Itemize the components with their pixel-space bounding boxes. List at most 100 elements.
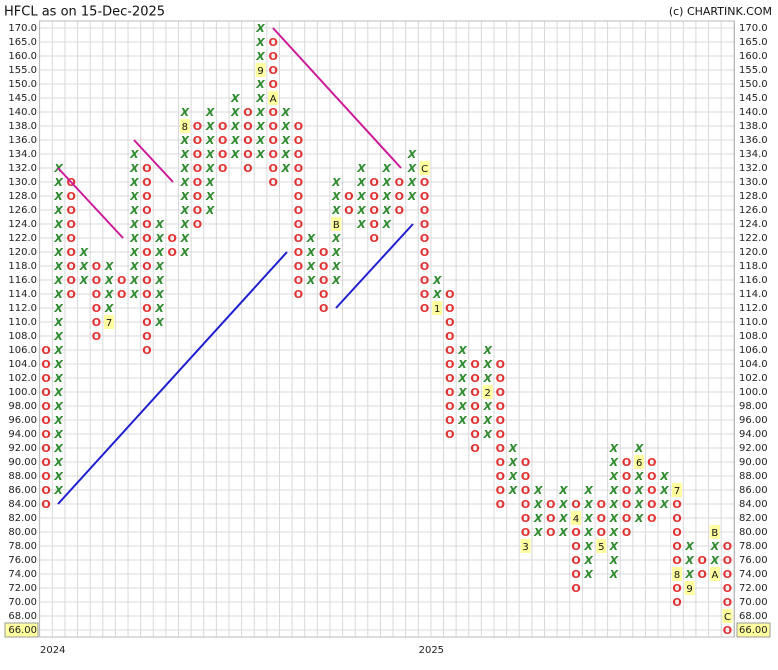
o-box: O	[218, 134, 227, 147]
o-box: O	[41, 428, 50, 441]
o-box: O	[193, 162, 202, 175]
o-box: O	[546, 526, 555, 539]
o-box: O	[142, 316, 151, 329]
o-box: O	[698, 554, 707, 567]
y2-tick-label: 126.0	[739, 205, 768, 216]
column: OO	[117, 274, 126, 301]
month-marker-box	[596, 539, 607, 553]
y2-tick-label: 66.00	[739, 625, 768, 636]
x-box: X	[154, 274, 164, 287]
y-tick-label: 110.0	[8, 317, 37, 328]
x-box: X	[583, 498, 593, 511]
x-box: X	[432, 274, 442, 287]
y2-tick-label: 155.0	[739, 65, 768, 76]
o-box: O	[268, 36, 277, 49]
y-tick-label: 124.0	[8, 219, 37, 230]
x-box: X	[634, 512, 644, 525]
month-marker: A	[711, 570, 718, 581]
x-box: X	[381, 218, 391, 231]
o-box: O	[496, 358, 505, 371]
x-box: X	[53, 470, 63, 483]
o-box: O	[294, 120, 303, 133]
o-box: O	[92, 302, 101, 315]
y-tick-label: 90.00	[8, 457, 37, 468]
resistance-line	[272, 27, 402, 169]
x-box: X	[205, 162, 215, 175]
o-box: O	[92, 260, 101, 273]
x-box: X	[634, 442, 644, 455]
y-tick-label: 70.00	[8, 597, 37, 608]
o-box: O	[597, 512, 606, 525]
y2-tick-label: 116.0	[739, 275, 768, 286]
y-tick-label: 134.0	[8, 149, 37, 160]
o-box: O	[294, 288, 303, 301]
month-marker: 8	[674, 570, 680, 581]
x-box: X	[129, 190, 139, 203]
resistance-line	[57, 167, 124, 239]
o-box: O	[41, 498, 50, 511]
y2-tick-label: 165.0	[739, 37, 768, 48]
x-box: X	[205, 176, 215, 189]
x-box: X	[104, 302, 114, 315]
y-tick-label: 82.00	[8, 513, 37, 524]
o-box: O	[470, 372, 479, 385]
o-box: O	[521, 512, 530, 525]
o-box: O	[369, 232, 378, 245]
o-box: O	[647, 470, 656, 483]
o-box: O	[420, 204, 429, 217]
o-box: O	[698, 568, 707, 581]
x-box: X	[205, 204, 215, 217]
y-tick-label: 150.0	[8, 79, 37, 90]
o-box: O	[521, 526, 530, 539]
x-box: X	[281, 134, 291, 147]
x-box: X	[306, 232, 316, 245]
y2-tick-label: 72.00	[739, 583, 768, 594]
y-tick-label: 68.00	[8, 611, 37, 622]
month-marker: B	[333, 220, 340, 231]
plot-frame	[39, 20, 735, 638]
x-box: X	[129, 148, 139, 161]
o-box: O	[41, 358, 50, 371]
o-box: O	[193, 176, 202, 189]
y2-tick-label: 76.00	[739, 555, 768, 566]
y-tick-label: 78.00	[8, 541, 37, 552]
x-box: X	[558, 484, 568, 497]
month-marker: C	[421, 164, 428, 175]
x-box: X	[583, 484, 593, 497]
o-box: O	[142, 176, 151, 189]
x-box: X	[53, 372, 63, 385]
o-box: O	[395, 176, 404, 189]
o-box: O	[571, 526, 580, 539]
y-tick-label: 94.00	[8, 429, 37, 440]
x-box: X	[154, 218, 164, 231]
y2-tick-label: 100.0	[739, 387, 768, 398]
x-tick-label: 2025	[419, 645, 444, 656]
o-box: O	[218, 148, 227, 161]
o-box: O	[142, 302, 151, 315]
o-box: O	[218, 120, 227, 133]
o-box: O	[142, 274, 151, 287]
x-box: X	[53, 428, 63, 441]
o-box: O	[496, 442, 505, 455]
x-box: X	[381, 204, 391, 217]
x-box: X	[154, 260, 164, 273]
month-marker: 9	[686, 584, 692, 595]
x-box: X	[533, 512, 543, 525]
x-box: X	[457, 414, 467, 427]
y-tick-label: 84.00	[8, 499, 37, 510]
o-box: O	[294, 176, 303, 189]
y-tick-label: 138.0	[8, 121, 37, 132]
o-box: O	[672, 526, 681, 539]
